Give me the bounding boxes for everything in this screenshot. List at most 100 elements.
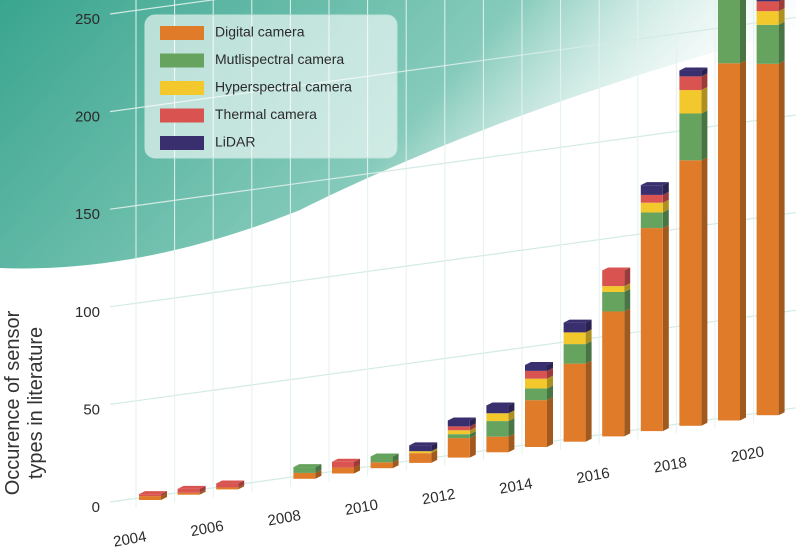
y-tick-label: 250 xyxy=(75,11,100,28)
bar-side xyxy=(469,427,476,435)
bar-side xyxy=(547,367,553,379)
bar-segment xyxy=(486,421,509,437)
y-tick-label: 100 xyxy=(75,304,100,321)
bar-top xyxy=(139,491,167,495)
x-tick-label: 2020 xyxy=(730,443,766,466)
bar-segment xyxy=(293,472,316,479)
bar-side xyxy=(778,0,785,12)
bar-segment xyxy=(525,378,547,389)
bar-side xyxy=(701,73,708,91)
bar-segment xyxy=(602,286,625,292)
bar-side xyxy=(662,225,669,432)
bar-segment xyxy=(640,228,663,432)
x-tick-label: 2016 xyxy=(575,465,611,488)
bar-side xyxy=(701,110,708,161)
bar-top xyxy=(525,362,553,366)
bar-side xyxy=(276,481,283,485)
bar-top xyxy=(563,319,592,323)
bar-side xyxy=(276,481,283,485)
bar-side xyxy=(701,87,708,114)
bar-segment xyxy=(640,202,663,213)
bar-segment xyxy=(370,456,393,463)
bar-top xyxy=(293,464,322,468)
bar-side xyxy=(315,469,322,479)
bar-segment xyxy=(370,462,393,469)
bar-segment xyxy=(640,194,663,203)
bar-segment xyxy=(486,405,509,414)
y-axis-label: Occurence of sensor types in literature xyxy=(2,310,47,496)
bar-segment xyxy=(640,185,663,195)
bar-segment xyxy=(216,483,239,488)
legend: Digital camera Mutlispectral camera Hypers… xyxy=(144,14,398,159)
bar-segment xyxy=(679,90,702,114)
bar-top xyxy=(332,458,360,462)
bar-side xyxy=(624,288,631,312)
bar-side xyxy=(778,60,785,416)
bar-segment xyxy=(447,420,470,427)
bar-side xyxy=(547,362,553,371)
bar-top xyxy=(216,480,245,484)
bar-side xyxy=(469,435,476,458)
legend-swatch xyxy=(160,26,204,40)
bar-segment xyxy=(679,76,702,91)
bar-segment xyxy=(718,0,740,64)
bar-side xyxy=(547,385,553,401)
bar-segment xyxy=(447,438,470,458)
legend-swatch xyxy=(160,53,204,68)
bar-side xyxy=(778,21,785,64)
bar-segment xyxy=(640,212,663,229)
bar-segment xyxy=(139,494,161,497)
bar-segment xyxy=(409,451,432,454)
bar-segment xyxy=(332,467,354,474)
bar-segment xyxy=(602,291,625,312)
bar-side xyxy=(740,0,746,64)
bar-side xyxy=(662,182,669,195)
x-tick-label: 2008 xyxy=(266,507,302,530)
bar-segment xyxy=(409,453,432,463)
bar-side xyxy=(624,283,631,292)
bar-segment xyxy=(563,363,586,442)
bar-segment xyxy=(486,436,509,453)
x-tick-label: 2006 xyxy=(189,518,225,541)
bar-top xyxy=(447,417,476,421)
bar-segment xyxy=(756,63,779,416)
bar-side xyxy=(431,450,438,463)
bar-segment xyxy=(525,365,547,371)
bars: 2004 2006 2008 2010 2012 2014 2016 2018 2020 xyxy=(112,0,785,551)
bar-side xyxy=(238,480,245,488)
y-tick-label: 0 xyxy=(92,499,100,516)
bar-segment xyxy=(525,388,547,401)
bar-segment xyxy=(447,430,470,435)
bar-side xyxy=(276,481,283,485)
bar-side xyxy=(315,464,322,473)
bar-top xyxy=(640,182,669,186)
bar-side xyxy=(199,489,206,495)
bar-segment xyxy=(679,70,702,77)
bar-side xyxy=(662,199,669,213)
bar-segment xyxy=(756,0,779,2)
x-tick-label: 2018 xyxy=(652,454,688,477)
bar-side xyxy=(508,410,515,422)
bar-side xyxy=(624,308,631,437)
bar-side xyxy=(585,319,592,333)
bar-side xyxy=(662,191,669,203)
bar-top xyxy=(409,442,438,446)
legend-label: Hyperspectral camera xyxy=(215,79,352,95)
bar-segment xyxy=(139,496,161,500)
bar-side xyxy=(354,458,360,468)
bar-side xyxy=(508,433,515,453)
bar-segment xyxy=(563,322,586,333)
bar-segment xyxy=(447,434,470,439)
bar-segment xyxy=(756,1,779,12)
bar-side xyxy=(469,431,476,439)
bar-side xyxy=(392,459,399,469)
bar-segment xyxy=(177,492,200,495)
bar-side xyxy=(469,423,476,431)
bar-segment xyxy=(602,311,625,437)
bar-side xyxy=(276,481,283,485)
y-tick-label: 150 xyxy=(75,206,100,223)
bar-side xyxy=(508,418,515,437)
bar-segment xyxy=(409,445,432,452)
x-tick-label: 2010 xyxy=(344,496,380,519)
